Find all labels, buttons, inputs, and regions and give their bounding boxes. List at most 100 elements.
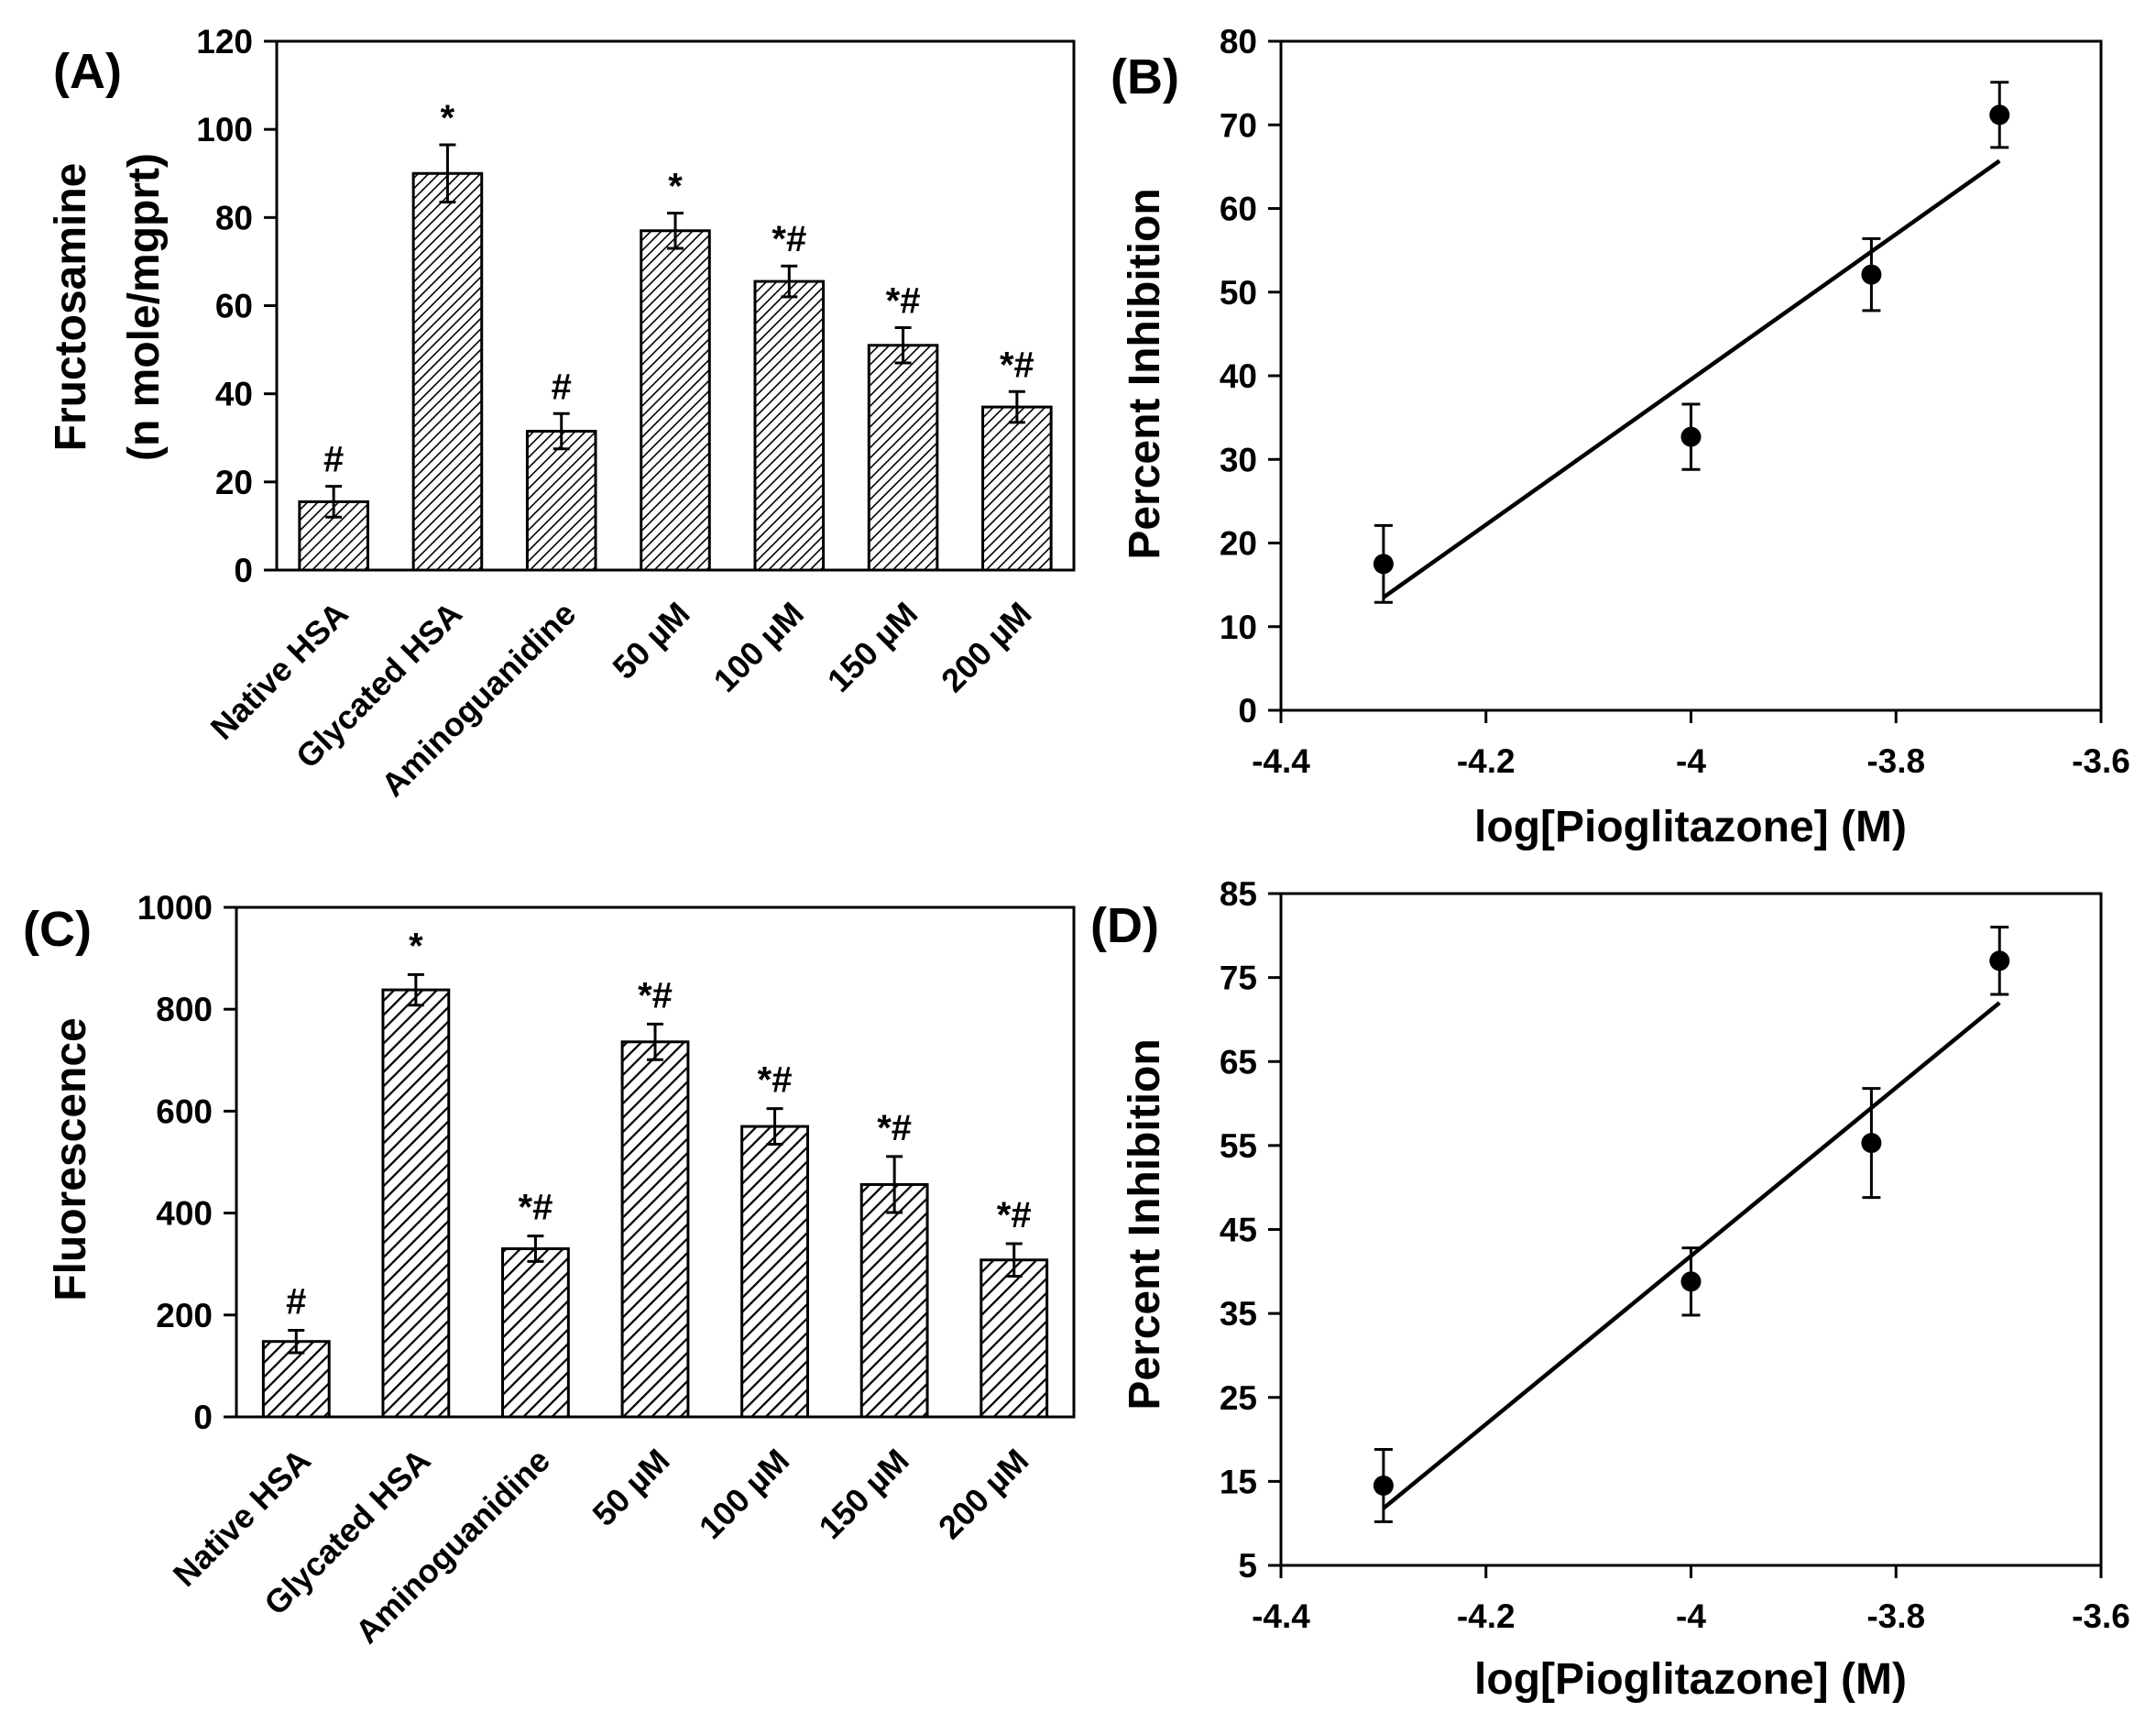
panel-b-data-point — [1861, 264, 1882, 285]
panel-b-y-axis-title: Percent Inhibition — [1121, 188, 1169, 559]
panel-d-x-tick-label: -4 — [1676, 1597, 1706, 1635]
panel-d-x-tick-label: -4.2 — [1457, 1597, 1516, 1635]
panel-b-x-tick-label: -4.2 — [1457, 742, 1516, 780]
panel-d-x-tick-label: -3.6 — [2072, 1597, 2130, 1635]
panel-c-y-tick-label: 1000 — [137, 889, 213, 927]
panel-c-label: (C) — [23, 902, 92, 957]
panel-a-y-tick-label: 100 — [196, 111, 253, 148]
panel-d-data-point — [1861, 1133, 1882, 1154]
panel-d-y-tick-label: 75 — [1220, 960, 1257, 997]
panel-d-label: (D) — [1090, 898, 1159, 953]
panel-c-category-label: 100 µM — [692, 1442, 796, 1546]
panel-c-y-tick-label: 200 — [156, 1297, 213, 1334]
panel-d-y-axis-title: Percent Inhibition — [1121, 1038, 1169, 1410]
panel-a-significance-label: *# — [886, 281, 921, 322]
panel-b-y-tick-label: 10 — [1220, 609, 1257, 646]
panel-a-category-label: 200 µM — [934, 595, 1038, 699]
panel-a-bar — [525, 430, 597, 572]
panel-a-y-tick-label: 20 — [215, 464, 253, 501]
panel-b-trendline — [1382, 159, 2001, 599]
panel-b-label: (B) — [1111, 49, 1179, 104]
panel-a-y-axis-title: Fructosamine (n mole/mgprt) — [47, 153, 169, 461]
panel-d-y-tick-label: 15 — [1220, 1463, 1257, 1500]
panel-a-y-axis-title-line1: Fructosamine — [47, 163, 95, 452]
panel-b-plot: 0 10 20 30 40 50 60 70 80 -4.4 -4.2 -4 -3.8 -3.6 — [1220, 23, 2130, 780]
panel-c-category-label: 50 µM — [585, 1442, 676, 1533]
panel-a-significance-label: * — [441, 98, 455, 138]
panel-a-category-label: 100 µM — [706, 595, 811, 699]
panel-a-y-tick-label: 60 — [215, 288, 253, 325]
panel-b-y-tick-label: 40 — [1220, 357, 1257, 395]
panel-d-y-tick-label: 45 — [1220, 1212, 1257, 1249]
panel-b: (B) Percent Inhibition log[Pioglitazone]… — [1111, 23, 2130, 851]
panel-c-bar — [501, 1247, 570, 1419]
panel-a-significance-label: *# — [1000, 345, 1034, 385]
panel-a-bar — [411, 171, 484, 572]
panel-c-bar — [381, 988, 451, 1419]
panel-c-significance-label: *# — [758, 1060, 793, 1101]
panel-b-data-point — [1680, 426, 1702, 447]
panel-b-y-tick-label: 80 — [1220, 23, 1257, 60]
panel-a-y-axis-title-line2: (n mole/mgprt) — [120, 153, 169, 461]
panel-b-data-point — [1373, 554, 1394, 575]
panel-a-significance-label: *# — [772, 219, 806, 259]
panel-a-significance-label: * — [668, 167, 683, 207]
panel-a-bar — [981, 405, 1053, 572]
panel-c-significance-label: *# — [997, 1195, 1032, 1235]
panel-b-y-tick-label: 20 — [1220, 525, 1257, 563]
panel-d-y-tick-label: 5 — [1238, 1547, 1257, 1585]
panel-b-x-tick-label: -4 — [1676, 742, 1706, 780]
panel-d: (D) Percent Inhibition log[Pioglitazone]… — [1090, 875, 2130, 1704]
panel-b-y-tick-label: 0 — [1238, 692, 1257, 730]
panel-c-significance-label: # — [286, 1281, 306, 1322]
panel-a-bar — [640, 229, 711, 572]
panel-c-bar — [740, 1125, 809, 1419]
panel-a-bar — [867, 344, 939, 572]
panel-d-y-tick-label: 25 — [1220, 1379, 1257, 1417]
panel-c-y-tick-label: 600 — [156, 1092, 213, 1130]
panel-a: (A) Fructosamine (n mole/mgprt) 0 20 40 60 8… — [47, 23, 1076, 804]
panel-d-data-point — [1989, 950, 2010, 971]
panel-a-label: (A) — [53, 44, 122, 99]
panel-d-data-point — [1680, 1271, 1702, 1292]
panel-c-y-tick-label: 400 — [156, 1195, 213, 1233]
panel-d-y-tick-label: 85 — [1220, 875, 1257, 913]
panel-c-bar — [859, 1182, 929, 1419]
panel-b-y-tick-label: 50 — [1220, 274, 1257, 312]
panel-c: (C) Fluorescence 02004006008001000#Nativ… — [23, 889, 1076, 1651]
panel-a-category-label: 150 µM — [820, 595, 925, 699]
panel-d-x-axis-title: log[Pioglitazone] (M) — [1474, 1655, 1907, 1704]
panel-a-y-tick-label: 80 — [215, 199, 253, 236]
panel-b-y-tick-label: 30 — [1220, 441, 1257, 478]
panel-a-y-tick-label: 40 — [215, 376, 253, 413]
panel-a-y-tick-label: 120 — [196, 23, 253, 60]
panel-a-bar — [753, 280, 826, 572]
panel-d-x-tick-label: -4.4 — [1252, 1597, 1310, 1635]
panel-b-x-tick-label: -3.8 — [1866, 742, 1925, 780]
panel-b-plot-frame — [1279, 39, 2103, 712]
panel-c-bar — [980, 1258, 1049, 1419]
panel-d-x-tick-label: -3.8 — [1866, 1597, 1925, 1635]
panel-c-y-tick-label: 800 — [156, 991, 213, 1028]
panel-c-category-label: 200 µM — [931, 1442, 1035, 1546]
panel-d-y-tick-label: 65 — [1220, 1043, 1257, 1081]
panel-c-significance-label: *# — [877, 1108, 912, 1148]
panel-a-category-label: 50 µM — [605, 595, 696, 686]
panel-d-y-tick-label: 35 — [1220, 1295, 1257, 1333]
panel-b-x-tick-label: -4.4 — [1252, 742, 1310, 780]
panel-d-y-tick-label: 55 — [1220, 1127, 1257, 1165]
panel-c-significance-label: *# — [638, 975, 673, 1015]
panel-c-category-label: 150 µM — [811, 1442, 915, 1546]
panel-a-significance-label: # — [323, 440, 344, 480]
panel-d-data-point — [1373, 1475, 1394, 1496]
panel-c-significance-label: * — [409, 926, 423, 966]
panel-d-plot-frame — [1279, 892, 2103, 1567]
panel-a-significance-label: # — [552, 367, 572, 407]
panel-d-plot: 5 15 25 35 45 55 65 75 85 -4.4 -4.2 -4 -3.8 -3.6 — [1220, 875, 2130, 1635]
panel-c-significance-label: *# — [519, 1188, 553, 1228]
panel-b-x-tick-label: -3.6 — [2072, 742, 2130, 780]
panel-a-y-tick-label: 0 — [234, 552, 253, 589]
